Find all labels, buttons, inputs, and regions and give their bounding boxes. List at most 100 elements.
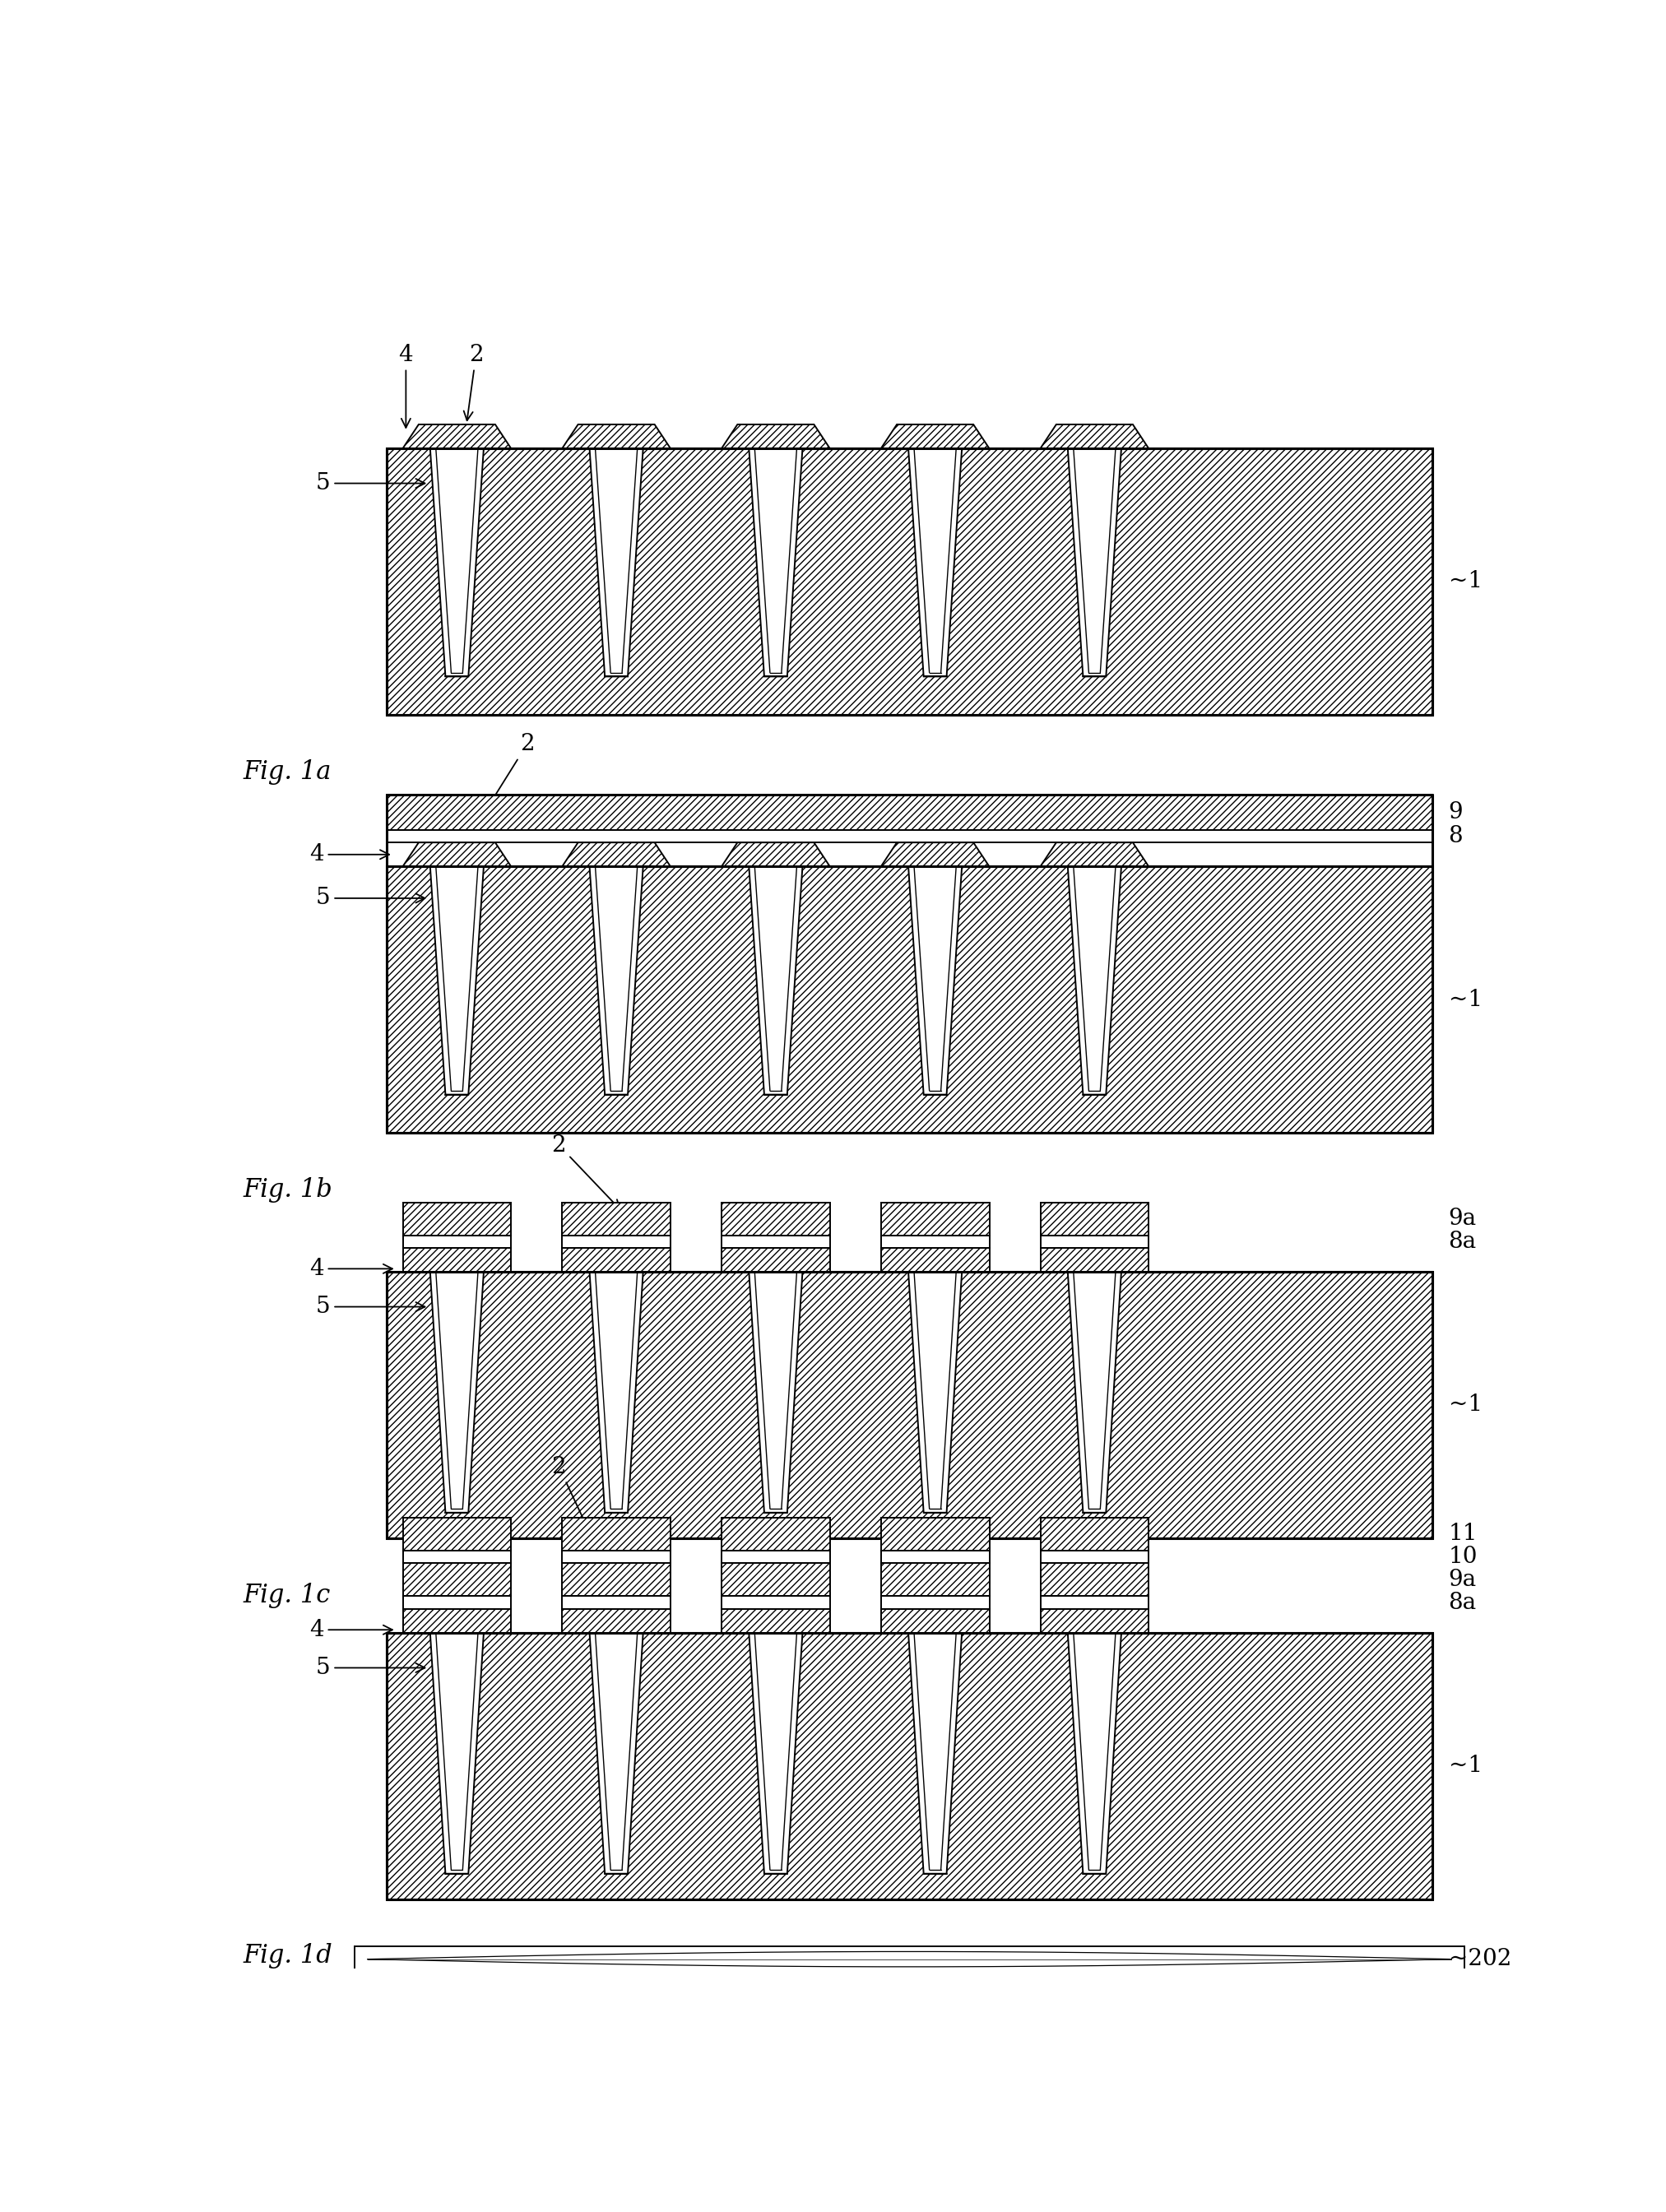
Text: 11: 11 (1448, 1524, 1478, 1546)
Bar (403, 1551, 511, 1564)
Polygon shape (590, 1272, 643, 1513)
Bar (561, 1517, 670, 1551)
Polygon shape (750, 867, 803, 1095)
Polygon shape (430, 449, 483, 677)
Text: ~1: ~1 (1448, 1394, 1483, 1416)
Bar (1040, 1234, 1150, 1248)
Text: 4: 4 (310, 843, 390, 865)
Text: 5: 5 (317, 1657, 425, 1679)
Text: 10: 10 (1448, 1546, 1478, 1568)
Polygon shape (590, 449, 643, 677)
Bar (881, 1608, 990, 1632)
Text: 9: 9 (1448, 801, 1463, 823)
Bar (1040, 1517, 1150, 1551)
Text: 5: 5 (317, 1296, 425, 1318)
Text: 9a: 9a (1448, 1568, 1476, 1590)
Text: ~202: ~202 (1448, 1949, 1511, 1971)
Bar (721, 1203, 830, 1234)
Text: 9a: 9a (1448, 1208, 1476, 1230)
Polygon shape (750, 1632, 803, 1874)
Text: 5: 5 (317, 887, 425, 909)
Text: 8: 8 (1448, 825, 1463, 847)
Polygon shape (590, 867, 643, 1095)
Text: 5: 5 (317, 471, 425, 495)
Polygon shape (403, 843, 511, 867)
Polygon shape (430, 1272, 483, 1513)
Bar (387, 794, 1433, 830)
Bar (1040, 1248, 1150, 1272)
Bar (387, 449, 1433, 714)
Polygon shape (908, 449, 961, 677)
Polygon shape (561, 843, 670, 867)
Text: ~1: ~1 (1448, 989, 1483, 1011)
Polygon shape (721, 843, 830, 867)
Polygon shape (430, 1632, 483, 1874)
Bar (403, 1517, 511, 1551)
Bar (721, 1608, 830, 1632)
Bar (387, 830, 1433, 843)
Bar (721, 1234, 830, 1248)
Bar (561, 1551, 670, 1564)
Bar (881, 1517, 990, 1551)
Bar (1040, 1551, 1150, 1564)
Text: Fig. 1d: Fig. 1d (243, 1944, 333, 1969)
Polygon shape (1068, 449, 1121, 677)
Polygon shape (1040, 843, 1150, 867)
Bar (561, 1597, 670, 1608)
Polygon shape (721, 425, 830, 449)
Bar (403, 1203, 511, 1234)
Text: 2: 2 (551, 1455, 621, 1599)
Bar (355, 1947, 1464, 1971)
Text: ~1: ~1 (1448, 1754, 1483, 1776)
Bar (387, 867, 1433, 1133)
Text: Fig. 1b: Fig. 1b (243, 1177, 333, 1203)
Bar (403, 1248, 511, 1272)
Bar (881, 1203, 990, 1234)
Polygon shape (750, 449, 803, 677)
Polygon shape (403, 425, 511, 449)
Polygon shape (908, 867, 961, 1095)
Bar (721, 1248, 830, 1272)
Bar (387, 1272, 1433, 1537)
Text: Fig. 1a: Fig. 1a (243, 759, 332, 785)
Bar (721, 1597, 830, 1608)
Bar (403, 1564, 511, 1597)
Polygon shape (881, 843, 990, 867)
Polygon shape (590, 1632, 643, 1874)
Text: Fig. 1c: Fig. 1c (243, 1582, 332, 1608)
Polygon shape (750, 1272, 803, 1513)
Bar (881, 1551, 990, 1564)
Text: 2: 2 (471, 732, 535, 832)
Bar (403, 1608, 511, 1632)
Bar (561, 1608, 670, 1632)
Bar (403, 1597, 511, 1608)
Polygon shape (1068, 1272, 1121, 1513)
Text: ~1: ~1 (1448, 571, 1483, 593)
Polygon shape (430, 867, 483, 1095)
Polygon shape (1068, 1632, 1121, 1874)
Bar (721, 1551, 830, 1564)
Text: 4: 4 (310, 1259, 393, 1281)
Polygon shape (881, 425, 990, 449)
Bar (881, 1564, 990, 1597)
Bar (721, 1564, 830, 1597)
Bar (403, 1234, 511, 1248)
Bar (561, 1564, 670, 1597)
Polygon shape (908, 1632, 961, 1874)
Bar (1040, 1608, 1150, 1632)
Bar (561, 1203, 670, 1234)
Polygon shape (908, 1272, 961, 1513)
Bar (387, 1632, 1433, 1900)
Text: 4: 4 (398, 343, 413, 427)
Text: 2: 2 (463, 343, 483, 420)
Text: 8a: 8a (1448, 1590, 1476, 1615)
Text: 4: 4 (310, 1619, 393, 1641)
Polygon shape (1040, 425, 1150, 449)
Bar (721, 1517, 830, 1551)
Text: 2: 2 (551, 1135, 620, 1210)
Bar (561, 1234, 670, 1248)
Polygon shape (1068, 867, 1121, 1095)
Text: 8a: 8a (1448, 1230, 1476, 1252)
Bar (1040, 1597, 1150, 1608)
Polygon shape (561, 425, 670, 449)
